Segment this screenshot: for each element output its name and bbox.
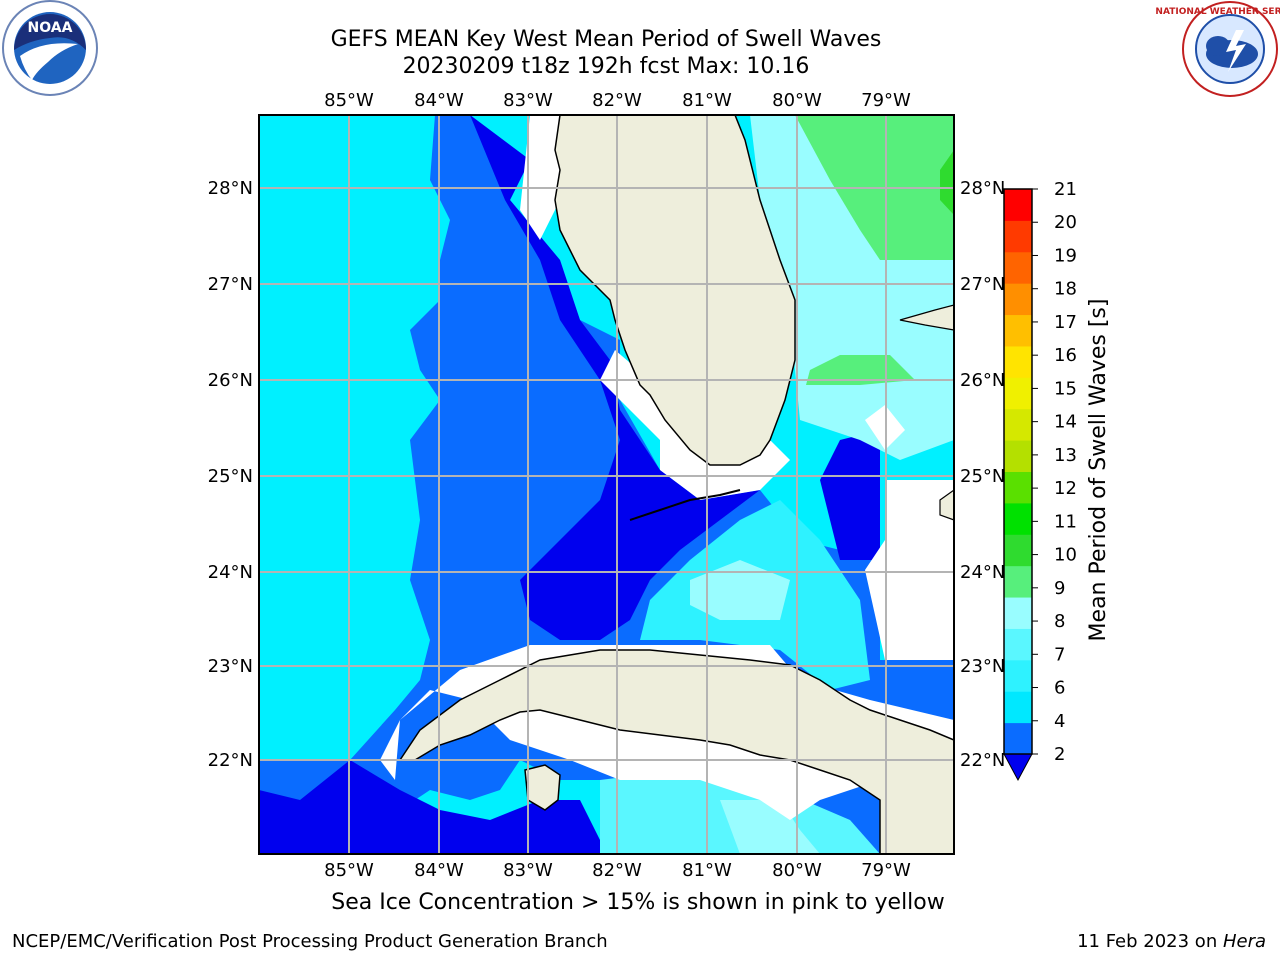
colorbar-segment [1004, 440, 1032, 472]
colorbar-segment [1004, 691, 1032, 724]
chart-title: GEFS MEAN Key West Mean Period of Swell … [330, 27, 882, 52]
colorbar-tick-label: 13 [1054, 445, 1077, 466]
lat-tick-label: 23°N [208, 656, 253, 677]
footer-date-text: 11 Feb 2023 on [1077, 931, 1223, 952]
lon-labels-bottom: 85°W 84°W 83°W 82°W 81°W 80°W 79°W [324, 860, 911, 881]
lon-tick-label: 81°W [682, 860, 732, 881]
lon-tick-label: 79°W [861, 860, 911, 881]
lat-tick-label: 27°N [208, 274, 253, 295]
lat-tick-label: 24°N [208, 562, 253, 583]
colorbar-segment [1004, 502, 1032, 535]
lon-tick-label: 79°W [861, 90, 911, 111]
lon-tick-label: 83°W [503, 90, 553, 111]
lat-labels-right: 28°N 27°N 26°N 25°N 24°N 23°N 22°N [960, 178, 1005, 771]
colorbar-segment [1004, 345, 1032, 378]
noaa-logo: NOAA [2, 0, 98, 96]
colorbar-segment [1004, 597, 1032, 629]
lat-tick-label: 25°N [960, 466, 1005, 487]
colorbar-tick-label: 15 [1054, 378, 1077, 399]
footer-date: 11 Feb 2023 on Hera [1077, 931, 1266, 952]
lon-tick-label: 84°W [414, 860, 464, 881]
colorbar-segment [1004, 189, 1032, 221]
colorbar-segment [1004, 408, 1032, 441]
lon-tick-label: 80°W [772, 860, 822, 881]
lon-tick-label: 82°W [592, 860, 642, 881]
lon-tick-label: 84°W [414, 90, 464, 111]
colorbar-segment [1004, 283, 1032, 316]
lat-labels-left: 28°N 27°N 26°N 25°N 24°N 23°N 22°N [208, 178, 253, 771]
lon-tick-label: 85°W [324, 860, 374, 881]
lat-tick-label: 23°N [960, 656, 1005, 677]
nws-logo-text: NATIONAL WEATHER SERVICE [1155, 7, 1280, 17]
lat-tick-label: 27°N [960, 274, 1005, 295]
colorbar-segment [1004, 722, 1032, 755]
lon-tick-label: 85°W [324, 90, 374, 111]
lat-tick-label: 28°N [208, 178, 253, 199]
lon-tick-label: 81°W [682, 90, 732, 111]
swell-band-9-10s-bahamas [806, 355, 915, 385]
swell-band-10-11s [940, 150, 954, 215]
footer-host: Hera [1222, 931, 1266, 952]
colorbar-tick-label: 4 [1054, 711, 1065, 732]
colorbar-tick-label: 20 [1054, 212, 1077, 233]
noaa-logo-text: NOAA [28, 20, 73, 36]
colorbar-tick-label: 10 [1054, 545, 1077, 566]
colorbar-tick-label: 21 [1054, 179, 1077, 200]
swell-band-8-9s [690, 560, 790, 620]
lat-tick-label: 26°N [960, 370, 1005, 391]
lon-labels-top: 85°W 84°W 83°W 82°W 81°W 80°W 79°W [324, 90, 911, 111]
lat-tick-label: 22°N [208, 750, 253, 771]
lat-tick-label: 25°N [208, 466, 253, 487]
colorbar-segment [1004, 220, 1032, 253]
no-data-area [520, 115, 560, 240]
lon-tick-label: 80°W [772, 90, 822, 111]
cuba-land [398, 649, 955, 855]
colorbar-tick-label: 6 [1054, 678, 1065, 699]
colorbar-segment [1004, 659, 1032, 692]
colorbar-frame [1003, 188, 1033, 755]
colorbar-tick-label: 12 [1054, 478, 1077, 499]
colorbar-extend-arrow [1003, 753, 1033, 782]
colorbar-tick-label: 11 [1054, 511, 1077, 532]
colorbar-segment [1004, 314, 1032, 347]
colorbar-tick-label: 7 [1054, 644, 1065, 665]
colorbar-tick-label: 16 [1054, 345, 1077, 366]
colorbar-segment [1004, 565, 1032, 598]
lon-tick-label: 83°W [503, 860, 553, 881]
colorbar: 2 4 6 7 8 9 10 11 12 13 14 15 16 17 18 19 20 21 [1003, 179, 1077, 782]
colorbar-tick-label: 18 [1054, 279, 1077, 300]
map-frame [258, 114, 955, 855]
florida-land [554, 114, 796, 466]
colorbar-segment [1004, 628, 1032, 661]
sea-ice-caption: Sea Ice Concentration > 15% is shown in … [331, 890, 945, 915]
colorbar-tick-label: 8 [1054, 611, 1065, 632]
colorbar-segment [1004, 534, 1032, 567]
colorbar-tick-label: 9 [1054, 578, 1065, 599]
colorbar-segment [1004, 471, 1032, 504]
gridlines [259, 115, 954, 854]
florida-keys [629, 489, 741, 521]
swell-band-under-2s-east [820, 430, 880, 560]
map-panel [259, 114, 955, 855]
colorbar-tick-label: 17 [1054, 312, 1077, 333]
lat-tick-label: 28°N [960, 178, 1005, 199]
swell-band-8-9s-south [720, 800, 820, 854]
chart-subtitle: 20230209 t18z 192h fcst Max: 10.16 [402, 54, 810, 79]
footer-credit: NCEP/EMC/Verification Post Processing Pr… [12, 931, 608, 952]
colorbar-segment [1004, 251, 1032, 284]
no-data-area [865, 480, 954, 660]
lat-tick-label: 22°N [960, 750, 1005, 771]
colorbar-label: Mean Period of Swell Waves [s] [1086, 299, 1111, 642]
colorbar-segment [1004, 377, 1032, 410]
colorbar-tick-label: 2 [1054, 744, 1065, 765]
lat-tick-label: 24°N [960, 562, 1005, 583]
colorbar-tick-label: 14 [1054, 412, 1077, 433]
lat-tick-label: 26°N [208, 370, 253, 391]
lon-tick-label: 82°W [592, 90, 642, 111]
nws-logo: NATIONAL WEATHER SERVICE [1155, 1, 1280, 97]
swell-band-under-2s [470, 115, 760, 640]
colorbar-tick-label: 19 [1054, 245, 1077, 266]
